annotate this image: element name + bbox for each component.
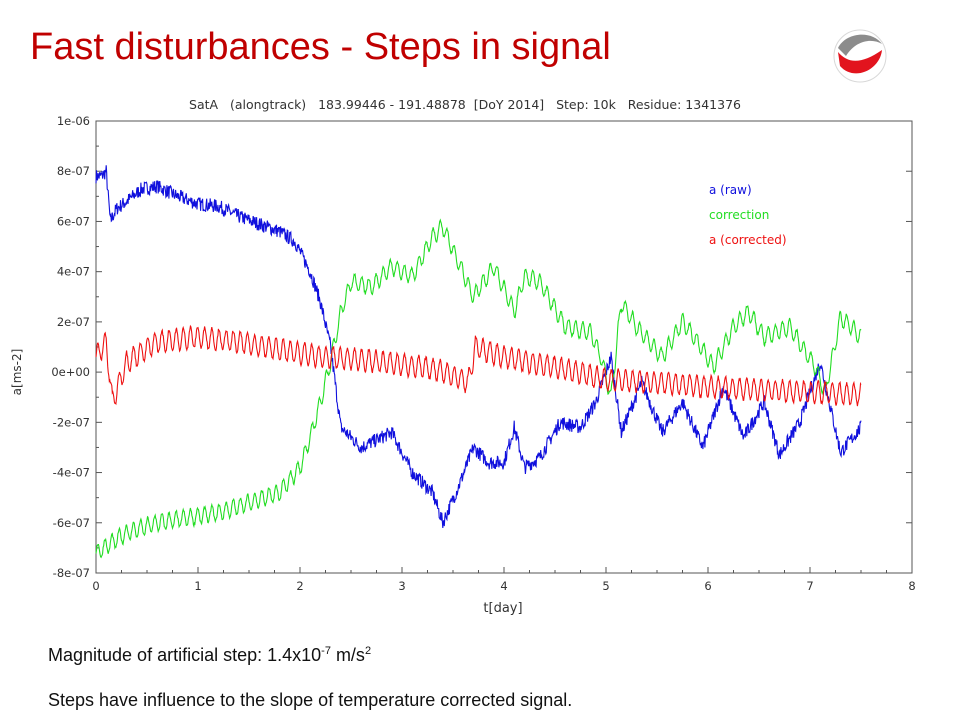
legend: a (raw) correction a (corrected): [709, 183, 787, 247]
caption-step-magnitude: Magnitude of artificial step: 1.4x10-7 m…: [48, 645, 371, 666]
y-tick-label: -2e-07: [53, 415, 90, 429]
x-tick-label: 6: [704, 579, 711, 593]
x-tick-label: 8: [908, 579, 915, 593]
caption-step-unit: m/s: [330, 645, 365, 665]
line-chart: SatA (alongtrack) 183.99446 - 191.48878 …: [10, 97, 916, 616]
caption-slope-note: Steps have influence to the slope of tem…: [48, 690, 573, 710]
x-axis-label: t[day]: [483, 601, 522, 616]
legend-entry: a (corrected): [709, 233, 787, 247]
x-tick-label: 2: [296, 579, 303, 593]
slide-title: Fast disturbances - Steps in signal: [30, 26, 611, 68]
y-tick-label: 4e-07: [57, 265, 90, 279]
x-tick-label: 0: [92, 579, 99, 593]
x-axis: 0 1 2 3 4 5 6 7 8: [92, 567, 916, 593]
swirl-logo-icon: [833, 29, 887, 83]
chart-title: SatA (alongtrack) 183.99446 - 191.48878 …: [189, 97, 741, 112]
x-tick-label: 7: [806, 579, 813, 593]
y-tick-label: -8e-07: [53, 566, 90, 580]
y-tick-label: -4e-07: [53, 466, 90, 480]
caption-step-exponent: -7: [321, 645, 331, 657]
series-line-1: [95, 218, 862, 559]
x-tick-label: 4: [500, 579, 507, 593]
y-axis-label: a[ms-2]: [10, 349, 24, 396]
series-line-0: [95, 165, 862, 529]
legend-entry: a (raw): [709, 183, 752, 197]
y-tick-label: 0e+00: [51, 365, 90, 379]
series-lines: [95, 165, 862, 559]
x-tick-label: 5: [602, 579, 609, 593]
caption-step-text: Magnitude of artificial step: 1.4x10: [48, 645, 322, 665]
y-tick-label: 8e-07: [57, 164, 90, 178]
y-tick-label: -6e-07: [53, 516, 90, 530]
y-tick-label: 2e-07: [57, 315, 90, 329]
x-tick-label: 1: [194, 579, 201, 593]
y-tick-label: 6e-07: [57, 214, 90, 228]
y-tick-label: 1e-06: [57, 114, 90, 128]
x-tick-label: 3: [398, 579, 405, 593]
y-axis: 1e-06 8e-07 6e-07 4e-07 2e-07 0e+00 -2e-07 -4e-…: [51, 114, 912, 580]
caption-unit-exponent: 2: [364, 645, 372, 657]
series-line-2: [95, 324, 862, 407]
legend-entry: correction: [709, 208, 769, 222]
